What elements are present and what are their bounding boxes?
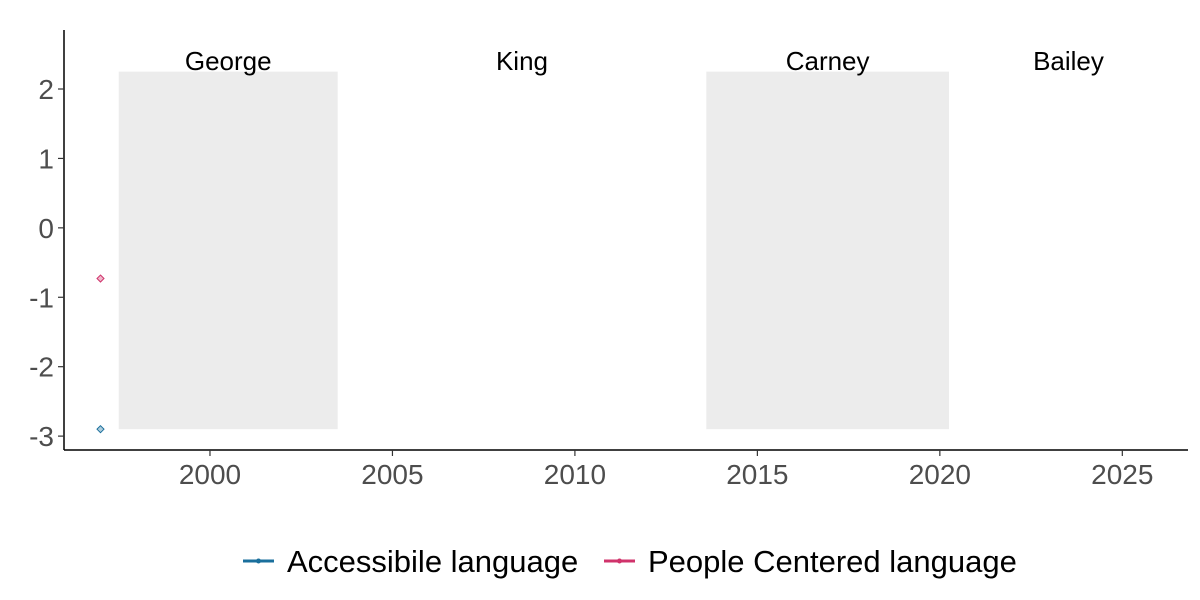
x-tick-label: 2005 [361, 459, 423, 490]
x-tick-label: 2025 [1091, 459, 1153, 490]
axes: 2 1 0 -1 -2 -3 2000 2005 2010 2015 2020 2025 [29, 30, 1188, 490]
x-tick-label: 2000 [179, 459, 241, 490]
y-tick-label: -2 [29, 352, 54, 383]
band-george [118, 71, 338, 430]
data-point-series-2 [96, 274, 105, 283]
y-tick-label: -3 [29, 421, 54, 452]
legend-key-point-1 [256, 558, 261, 564]
band-label-george: George [185, 46, 272, 76]
data-points [96, 274, 105, 434]
band-label-carney: Carney [786, 46, 870, 76]
y-tick-label: 1 [38, 143, 54, 174]
y-tick-label: -1 [29, 282, 54, 313]
x-tick-label: 2010 [544, 459, 606, 490]
x-tick-label: 2015 [726, 459, 788, 490]
data-point-series-1 [96, 424, 105, 434]
legend-label-1: Accessibile language [287, 544, 578, 579]
band-label-bailey: Bailey [1033, 46, 1104, 76]
regime-bands: George King Carney Bailey [118, 46, 1104, 430]
y-tick-label: 0 [38, 213, 54, 244]
x-tick-label: 2020 [909, 459, 971, 490]
band-label-king: King [496, 46, 548, 76]
legend-label-2: People Centered language [648, 544, 1017, 579]
y-tick-label: 2 [38, 74, 54, 105]
legend-key-point-2 [617, 558, 622, 564]
band-carney [706, 71, 949, 430]
legend: Accessibile language People Centered lang… [243, 544, 1017, 579]
